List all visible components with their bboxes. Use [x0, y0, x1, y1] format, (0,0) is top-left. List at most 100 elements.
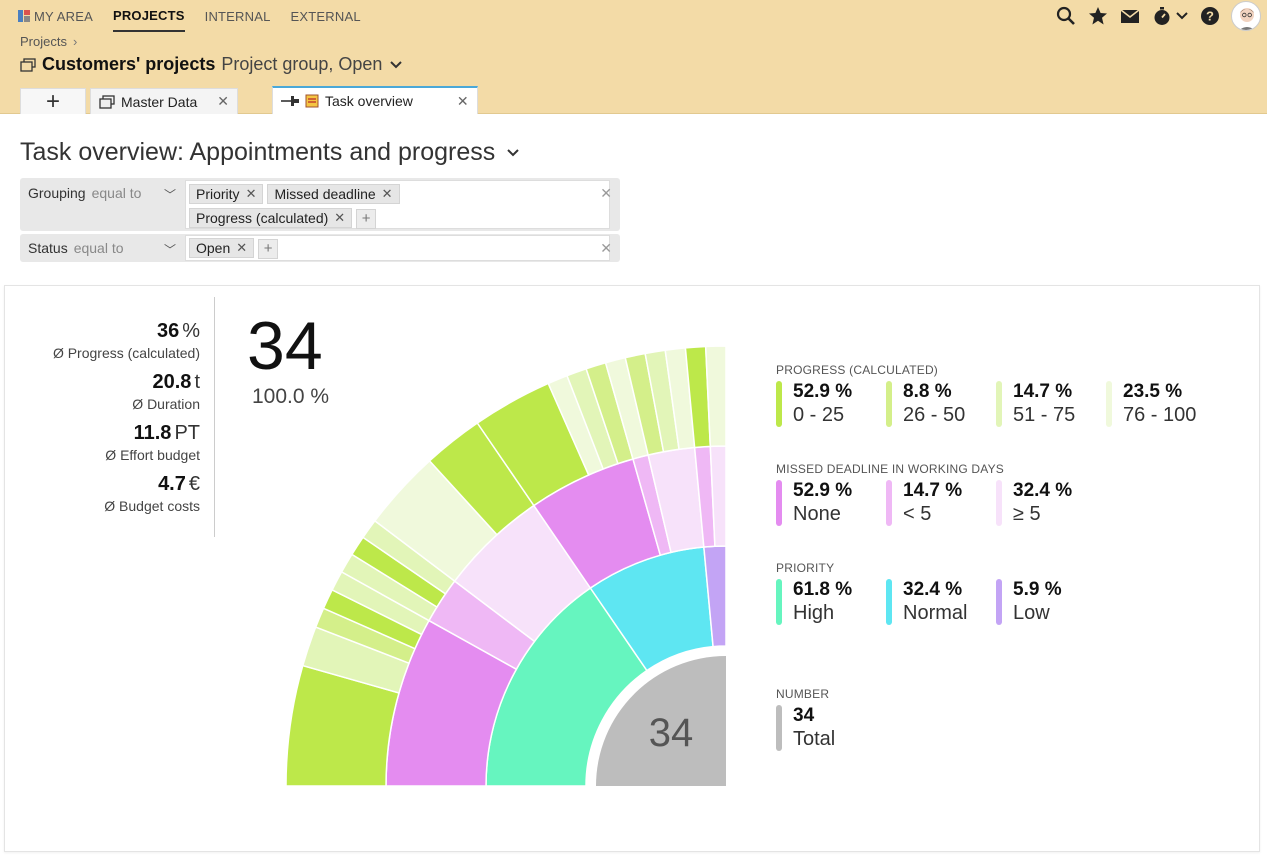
legend-priority: PRIORITY 61.8 % High 32.4 % Normal 5.9 % Low	[776, 561, 1106, 625]
tab-label: Task overview	[324, 93, 413, 109]
close-icon[interactable]: ✕	[217, 93, 229, 109]
filter-chip[interactable]: Priority ✕	[189, 184, 264, 204]
add-tab-button[interactable]: +	[20, 88, 86, 115]
stat-value: 20.8	[152, 371, 192, 393]
filter-chip[interactable]: Progress (calculated) ✕	[189, 208, 353, 228]
legend-items: 52.9 % None 14.7 % < 5 32.4 % ≥ 5	[776, 480, 1106, 526]
legend-text: 23.5 % 76 - 100	[1123, 381, 1196, 427]
legend-swatch	[776, 480, 782, 526]
legend-item[interactable]: 8.8 % 26 - 50	[886, 381, 996, 427]
legend-item[interactable]: 5.9 % Low	[996, 579, 1106, 625]
view-title[interactable]: Task overview: Appointments and progress	[20, 138, 519, 167]
filter-operator[interactable]: equal to	[91, 185, 142, 201]
stat-label: Ø Effort budget	[105, 447, 200, 463]
legend-item[interactable]: 61.8 % High	[776, 579, 886, 625]
total-percent: 100.0 %	[252, 385, 330, 408]
filter-field: Grouping	[28, 185, 86, 201]
chevron-down-icon[interactable]	[390, 60, 403, 69]
breadcrumb-projects[interactable]: Projects	[20, 34, 67, 49]
legend-item[interactable]: 32.4 % Normal	[886, 579, 996, 625]
filter-operator[interactable]: equal to	[73, 240, 124, 256]
stopwatch-icon[interactable]	[1151, 5, 1173, 27]
legend-title: PROGRESS (CALCULATED)	[776, 363, 939, 377]
stat-label: Ø Duration	[132, 396, 200, 412]
nav-my-area-label: MY AREA	[34, 8, 93, 24]
remove-icon[interactable]: ✕	[334, 210, 346, 225]
filter-chip[interactable]: Missed deadline ✕	[267, 184, 400, 204]
chevron-down-icon[interactable]: ﹀	[164, 188, 177, 202]
legend-item[interactable]: 34 Total	[776, 705, 886, 751]
nav-external[interactable]: EXTERNAL	[291, 0, 361, 32]
nav-projects[interactable]: PROJECTS	[112, 0, 185, 32]
legend-item[interactable]: 52.9 % 0 - 25	[776, 381, 886, 427]
legend-text: 5.9 % Low	[1013, 579, 1062, 625]
star-icon[interactable]	[1087, 5, 1109, 27]
legend-label: 76 - 100	[1123, 404, 1197, 426]
legend-value: 23.5 %	[1123, 381, 1183, 402]
app-header: MY AREA PROJECTS INTERNAL EXTERNAL ?	[0, 0, 1267, 115]
legend-item[interactable]: 23.5 % 76 - 100	[1106, 381, 1216, 427]
legend-value: 5.9 %	[1013, 579, 1062, 600]
stat-unit: t	[194, 371, 200, 393]
chevron-down-icon[interactable]	[507, 148, 519, 157]
breadcrumb-separator-icon: ›	[72, 34, 78, 49]
statistics-panel: 36% Ø Progress (calculated) 20.8 t Ø Dura…	[30, 320, 200, 524]
add-icon[interactable]: +	[258, 238, 279, 259]
legend-title: NUMBER	[776, 687, 830, 701]
chevron-down-icon[interactable]	[1175, 5, 1189, 27]
sunburst-center[interactable]	[596, 656, 726, 786]
legend-text: 52.9 % 0 - 25	[793, 381, 852, 427]
clear-icon[interactable]: ✕	[600, 185, 612, 201]
top-navigation: MY AREA PROJECTS INTERNAL EXTERNAL	[18, 0, 381, 32]
page-title: Customers' projects Project group, Open	[20, 54, 403, 75]
legend-value: 52.9 %	[793, 381, 853, 402]
remove-icon[interactable]: ✕	[381, 186, 393, 201]
legend-value: 14.7 %	[1013, 381, 1073, 402]
legend-label: Low	[1013, 602, 1050, 624]
add-icon[interactable]: +	[356, 208, 377, 229]
legend-item[interactable]: 14.7 % 51 - 75	[996, 381, 1106, 427]
sunburst-center-label: 34	[649, 711, 694, 755]
stat-effort: 11.8 PT Ø Effort budget	[30, 422, 200, 463]
clear-icon[interactable]: ✕	[600, 240, 612, 256]
nav-my-area[interactable]: MY AREA	[18, 0, 93, 32]
legend-label: Total	[793, 728, 836, 750]
legend-item[interactable]: 32.4 % ≥ 5	[996, 480, 1106, 526]
legend-item[interactable]: 14.7 % < 5	[886, 480, 996, 526]
stat-value: 11.8	[133, 422, 172, 444]
legend-item[interactable]: 52.9 % None	[776, 480, 886, 526]
status-values[interactable]: Open ✕ +	[185, 235, 610, 261]
help-icon[interactable]: ?	[1199, 5, 1221, 27]
nav-internal[interactable]: INTERNAL	[205, 0, 271, 32]
chevron-down-icon[interactable]: ﹀	[164, 243, 177, 257]
pin-icon[interactable]	[280, 95, 299, 107]
legend-label: 0 - 25	[793, 404, 845, 426]
legend-text: 32.4 % Normal	[903, 579, 967, 625]
filter-chip[interactable]: Open ✕	[189, 238, 255, 258]
legend-value: 32.4 %	[1013, 480, 1073, 501]
legend-swatch	[1106, 381, 1112, 427]
stat-unit: €	[188, 473, 200, 495]
mail-icon[interactable]	[1119, 5, 1141, 27]
dashboard-icon	[18, 10, 30, 22]
breadcrumb: Projects ›	[20, 34, 77, 49]
chip-label: Missed deadline	[274, 186, 376, 202]
chip-label: Priority	[196, 186, 240, 202]
legend-value: 8.8 %	[903, 381, 952, 402]
tab-task-overview[interactable]: Task overview ✕	[271, 86, 478, 114]
stat-progress: 36% Ø Progress (calculated)	[30, 320, 200, 361]
search-icon[interactable]	[1055, 5, 1077, 27]
legend-text: 32.4 % ≥ 5	[1013, 480, 1072, 526]
remove-icon[interactable]: ✕	[236, 240, 248, 255]
grouping-values[interactable]: Priority ✕ Missed deadline ✕ Progress (calc…	[185, 180, 610, 229]
remove-icon[interactable]: ✕	[245, 186, 257, 201]
user-avatar[interactable]	[1231, 1, 1261, 31]
view-title-text: Task overview: Appointments and progress	[20, 138, 496, 166]
close-icon[interactable]: ✕	[456, 92, 469, 109]
sunburst-chart[interactable]: 34	[280, 340, 740, 800]
legend-text: 61.8 % High	[793, 579, 852, 625]
tab-master-data[interactable]: Master Data ✕	[90, 88, 238, 114]
sunburst-segment-progress[interactable]	[704, 345, 727, 448]
legend-label: Normal	[903, 602, 968, 624]
legend-value: 61.8 %	[793, 579, 853, 600]
